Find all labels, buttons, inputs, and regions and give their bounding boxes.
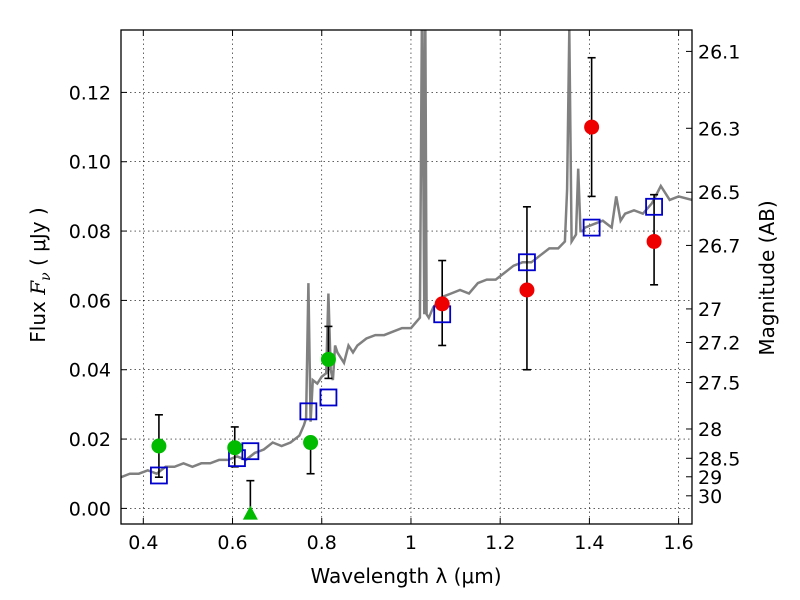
- green-data-point: [303, 435, 319, 451]
- x-axis-label: Wavelength λ (μm): [310, 564, 501, 588]
- mag-tick-label: 28: [698, 419, 722, 441]
- y-tick-label: 0.10: [69, 152, 111, 174]
- y-tick-label: 0.06: [69, 290, 111, 312]
- x-tick-label: 1.6: [664, 532, 694, 554]
- axis-layer: 0.4 0.6 0.8 1 1.2 1.4 1.6 0.00 0.02 0.04 0.06 0.08 0…: [69, 30, 740, 554]
- y-tick-label: 0.12: [69, 82, 111, 104]
- grid-layer: [121, 30, 692, 524]
- model-square-point: [319, 388, 338, 407]
- red-data-point: [519, 282, 535, 298]
- mag-tick-label: 27: [698, 299, 722, 321]
- y-tick-label: 0.00: [69, 498, 111, 520]
- mag-tick-label: 28.5: [698, 448, 740, 470]
- green-data-point: [320, 351, 336, 367]
- green-data-point: [151, 438, 167, 454]
- y-tick-label: 0.08: [69, 221, 111, 243]
- x-tick-label: 1.2: [485, 532, 515, 554]
- mag-tick-label: 26.7: [698, 235, 740, 257]
- model-square-point: [241, 442, 260, 461]
- mag-tick-label: 30: [698, 486, 722, 508]
- y-tick-label: 0.04: [69, 360, 111, 382]
- spectrum-line: [121, 30, 692, 479]
- mag-tick-label: 26.3: [698, 118, 740, 140]
- model-square-point: [645, 197, 663, 216]
- mag-tick-label: 26.5: [698, 182, 740, 204]
- right-axis-label: Magnitude (AB): [755, 200, 779, 355]
- red-data-point: [646, 233, 662, 249]
- y-axis-label: Flux Fν ( μJy ): [26, 207, 54, 342]
- x-tick-label: 0.4: [128, 532, 158, 554]
- y-axis-label-unit: ( μJy ): [26, 207, 50, 272]
- mag-tick-label: 29: [698, 467, 722, 489]
- model-square-point: [582, 218, 601, 237]
- y-tick-label: 0.02: [69, 429, 111, 451]
- x-tick-label: 1.4: [574, 532, 604, 554]
- series-layer: [121, 30, 692, 520]
- mag-tick-label: 27.5: [698, 373, 740, 395]
- upper-limit-triangle: [242, 505, 258, 520]
- x-tick-label: 0.6: [217, 532, 247, 554]
- red-data-point: [434, 296, 450, 312]
- y-axis-label-symbol: F: [26, 280, 50, 296]
- y-axis-label-prefix: Flux: [26, 295, 50, 343]
- model-square-point: [150, 466, 168, 485]
- mag-tick-label: 27.2: [698, 332, 740, 354]
- x-tick-label: 0.8: [307, 532, 337, 554]
- green-data-point: [227, 440, 243, 456]
- model-square-point: [299, 402, 318, 421]
- model-square-point: [518, 253, 536, 272]
- mag-tick-label: 26.1: [698, 41, 740, 63]
- red-data-point: [584, 119, 600, 135]
- plot-frame: [120, 29, 693, 525]
- y-axis-label-subscript: ν: [38, 272, 54, 281]
- x-tick-label: 1: [405, 532, 417, 554]
